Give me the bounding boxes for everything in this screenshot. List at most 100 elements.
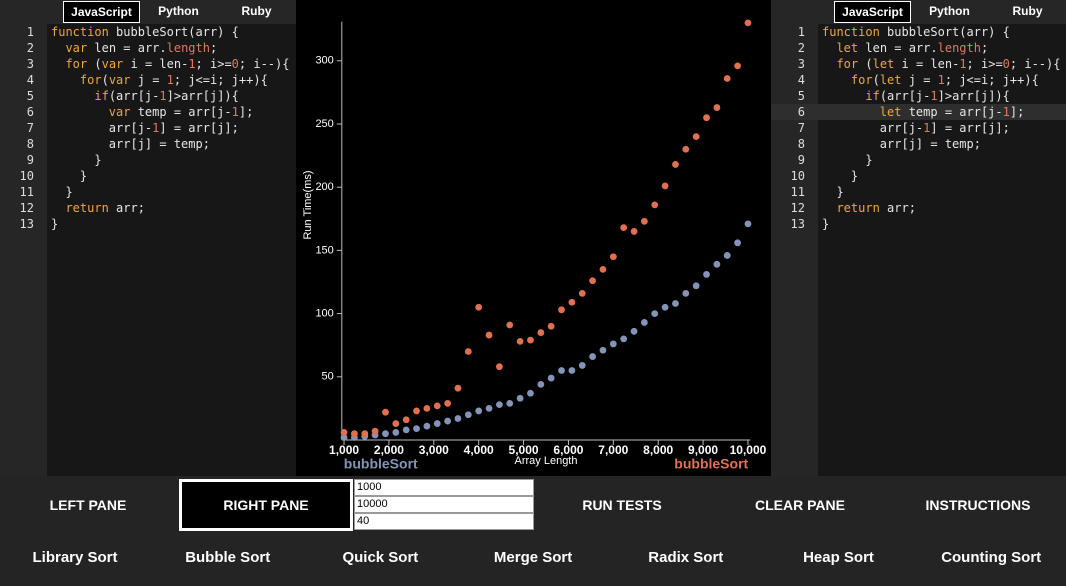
language-tab[interactable]: Ruby bbox=[241, 4, 272, 18]
data-point bbox=[703, 114, 710, 122]
language-tab[interactable]: Ruby bbox=[1012, 4, 1043, 18]
data-point bbox=[361, 430, 369, 438]
code-token: ; i>= bbox=[966, 57, 1003, 71]
code-token: ; i--){ bbox=[238, 57, 290, 71]
code-token bbox=[822, 57, 836, 71]
action-button[interactable]: CLEAR PANE bbox=[755, 497, 845, 513]
language-tab[interactable]: JavaScript bbox=[834, 1, 911, 23]
action-button[interactable]: INSTRUCTIONS bbox=[925, 497, 1031, 513]
data-point bbox=[516, 394, 524, 402]
text-input[interactable]: 40 bbox=[354, 513, 534, 530]
data-point bbox=[578, 289, 586, 297]
data-point bbox=[485, 331, 493, 339]
code-token: length bbox=[937, 41, 981, 55]
code-token: j = bbox=[901, 73, 938, 87]
code-token: 0 bbox=[231, 57, 239, 71]
sort-button[interactable]: Quick Sort bbox=[342, 549, 419, 566]
action-button[interactable]: RUN TESTS bbox=[582, 497, 662, 513]
text-input[interactable]: 10000 bbox=[354, 496, 534, 513]
code-token bbox=[822, 89, 865, 103]
x-tick-label: 5,000 bbox=[509, 443, 539, 457]
code-token bbox=[51, 57, 65, 71]
code-line: 7 arr[j-1] = arr[j]; bbox=[771, 120, 1066, 136]
sort-button[interactable]: Heap Sort bbox=[803, 549, 874, 566]
data-point bbox=[371, 427, 379, 435]
code-token: if bbox=[94, 89, 109, 103]
code-text: } bbox=[822, 184, 843, 200]
left-pane: JavaScript Python Ruby 1 function bubbleSort… bbox=[0, 0, 296, 476]
data-point bbox=[744, 19, 752, 27]
code-token: bubbleSort(arr) { bbox=[108, 25, 239, 39]
data-point bbox=[609, 340, 617, 348]
line-number: 13 bbox=[19, 217, 34, 231]
data-point bbox=[599, 265, 607, 273]
code-line: 13} bbox=[0, 216, 296, 232]
code-token: i = len- bbox=[123, 57, 189, 71]
data-point bbox=[464, 411, 472, 419]
line-number: 6 bbox=[26, 105, 34, 119]
data-point bbox=[506, 321, 514, 329]
line-number: 2 bbox=[797, 41, 805, 55]
code-line: 2 let len = arr.length; bbox=[771, 40, 1066, 56]
language-tab[interactable]: Python bbox=[929, 4, 970, 18]
pane-button[interactable]: LEFT PANE bbox=[49, 497, 127, 513]
sort-button[interactable]: Library Sort bbox=[32, 549, 118, 566]
data-point bbox=[640, 319, 648, 326]
data-point bbox=[682, 145, 690, 153]
data-point bbox=[640, 217, 648, 225]
code-text: if(arr[j-1]>arr[j]){ bbox=[51, 88, 239, 104]
data-point bbox=[692, 282, 700, 290]
code-token: for bbox=[79, 73, 102, 87]
sort-button[interactable]: Merge Sort bbox=[493, 549, 573, 566]
code-line: 3 for (var i = len-1; i>=0; i--){ bbox=[0, 56, 296, 72]
code-line: 5 if(arr[j-1]>arr[j]){ bbox=[771, 88, 1066, 104]
code-token bbox=[822, 41, 836, 55]
language-tab[interactable]: Python bbox=[158, 4, 199, 18]
y-tick-label: 50 bbox=[322, 371, 334, 383]
data-point bbox=[382, 430, 389, 438]
data-point bbox=[433, 420, 441, 427]
pane-button[interactable]: RIGHT PANE bbox=[179, 479, 353, 531]
data-point bbox=[703, 271, 710, 278]
y-tick-label: 250 bbox=[315, 118, 333, 130]
data-point bbox=[692, 133, 700, 141]
code-text: for (var i = len-1; i>=0; i--){ bbox=[51, 56, 289, 72]
code-token: let bbox=[879, 105, 902, 119]
sort-button[interactable]: Bubble Sort bbox=[185, 549, 271, 566]
code-token: j = bbox=[130, 73, 167, 87]
legend-label: bubbleSort bbox=[674, 456, 748, 472]
line-number: 7 bbox=[797, 121, 805, 135]
y-tick-label: 150 bbox=[315, 244, 333, 256]
x-tick-label: 1,000 bbox=[329, 443, 359, 457]
text-input[interactable]: 1000 bbox=[354, 479, 534, 496]
code-token: ( bbox=[872, 73, 880, 87]
code-token: } bbox=[822, 217, 830, 231]
data-point bbox=[340, 429, 348, 436]
code-token: arr[j- bbox=[822, 121, 924, 135]
data-point bbox=[475, 303, 483, 311]
data-point bbox=[713, 104, 721, 111]
data-point bbox=[744, 220, 752, 228]
code-line: 12 return arr; bbox=[0, 200, 296, 216]
line-number: 8 bbox=[797, 137, 805, 151]
code-token: len = arr. bbox=[87, 41, 167, 55]
data-point bbox=[340, 434, 348, 441]
data-point bbox=[558, 367, 565, 374]
code-token bbox=[822, 73, 851, 87]
sort-button[interactable]: Counting Sort bbox=[941, 549, 1042, 566]
data-point bbox=[661, 303, 669, 311]
code-line: 2 var len = arr.length; bbox=[0, 40, 296, 56]
line-number: 4 bbox=[26, 73, 34, 87]
code-token: ( bbox=[858, 57, 873, 71]
code-line: 1 function bubbleSort(arr) { bbox=[771, 24, 1066, 40]
data-point bbox=[392, 429, 400, 436]
data-point bbox=[392, 420, 400, 427]
code-token: let bbox=[836, 41, 859, 55]
data-point bbox=[464, 348, 472, 355]
code-token: for bbox=[65, 57, 88, 71]
language-tab[interactable]: JavaScript bbox=[63, 1, 140, 23]
code-token: ; bbox=[980, 41, 989, 55]
sort-button[interactable]: Radix Sort bbox=[648, 549, 724, 566]
code-text: } bbox=[51, 184, 72, 200]
code-text: arr[j-1] = arr[j]; bbox=[822, 120, 1010, 136]
